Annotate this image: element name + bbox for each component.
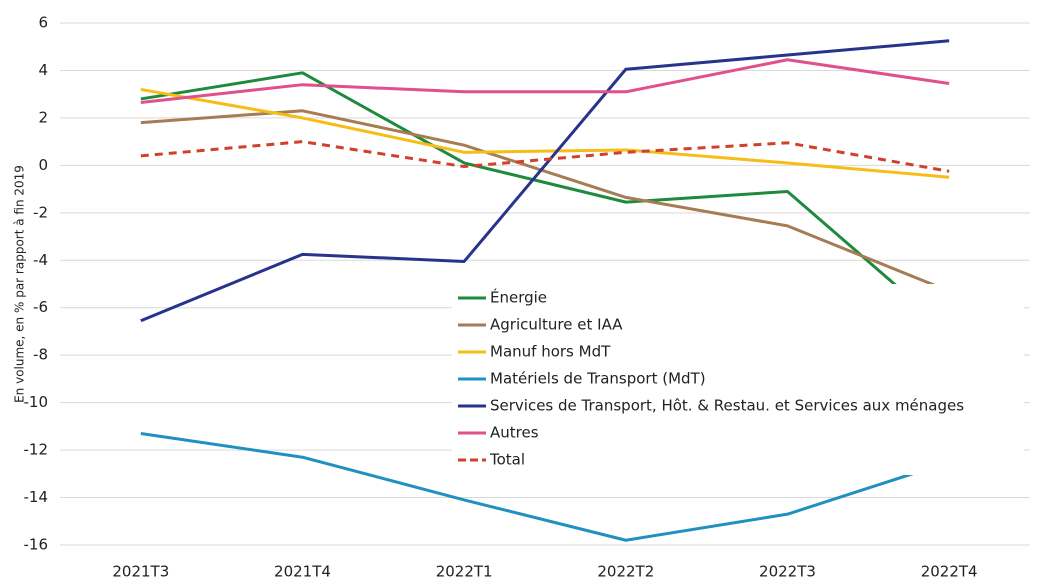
y-tick-label: -6 [33, 298, 48, 316]
legend-label: Manuf hors MdT [490, 343, 611, 361]
legend-label: Matériels de Transport (MdT) [490, 370, 706, 388]
y-tick-label: -2 [33, 203, 48, 221]
y-tick-label: -14 [24, 488, 49, 506]
legend-label: Agriculture et IAA [490, 316, 623, 334]
y-tick-label: 4 [38, 61, 48, 79]
y-tick-label: -12 [24, 441, 49, 459]
legend-label: Énergie [490, 288, 547, 307]
y-tick-label: 2 [38, 108, 48, 126]
y-tick-label: -16 [24, 536, 49, 554]
series-line [140, 39, 950, 323]
series-line [140, 140, 950, 173]
series-line [140, 58, 950, 104]
series-line [140, 87, 950, 179]
legend-label: Autres [490, 424, 539, 442]
y-tick-label: 6 [38, 14, 48, 32]
x-tick-label: 2022T3 [759, 563, 816, 581]
y-tick-label: 0 [38, 156, 48, 174]
y-tick-label: -8 [33, 346, 48, 364]
legend-label: Total [489, 451, 525, 469]
y-axis-label: En volume, en % par rapport à fin 2019 [13, 165, 27, 403]
legend-label: Services de Transport, Hôt. & Restau. et… [490, 397, 964, 415]
x-tick-label: 2021T4 [274, 563, 331, 581]
x-tick-label: 2022T2 [597, 563, 654, 581]
x-tick-label: 2022T1 [436, 563, 493, 581]
series-line [140, 431, 950, 542]
x-tick-label: 2021T3 [112, 563, 169, 581]
series-line [140, 71, 951, 333]
y-tick-label: -10 [24, 393, 49, 411]
x-tick-label: 2022T4 [921, 563, 978, 581]
legend-box [452, 284, 1024, 475]
series-line [140, 109, 950, 293]
y-tick-label: -4 [33, 251, 48, 269]
